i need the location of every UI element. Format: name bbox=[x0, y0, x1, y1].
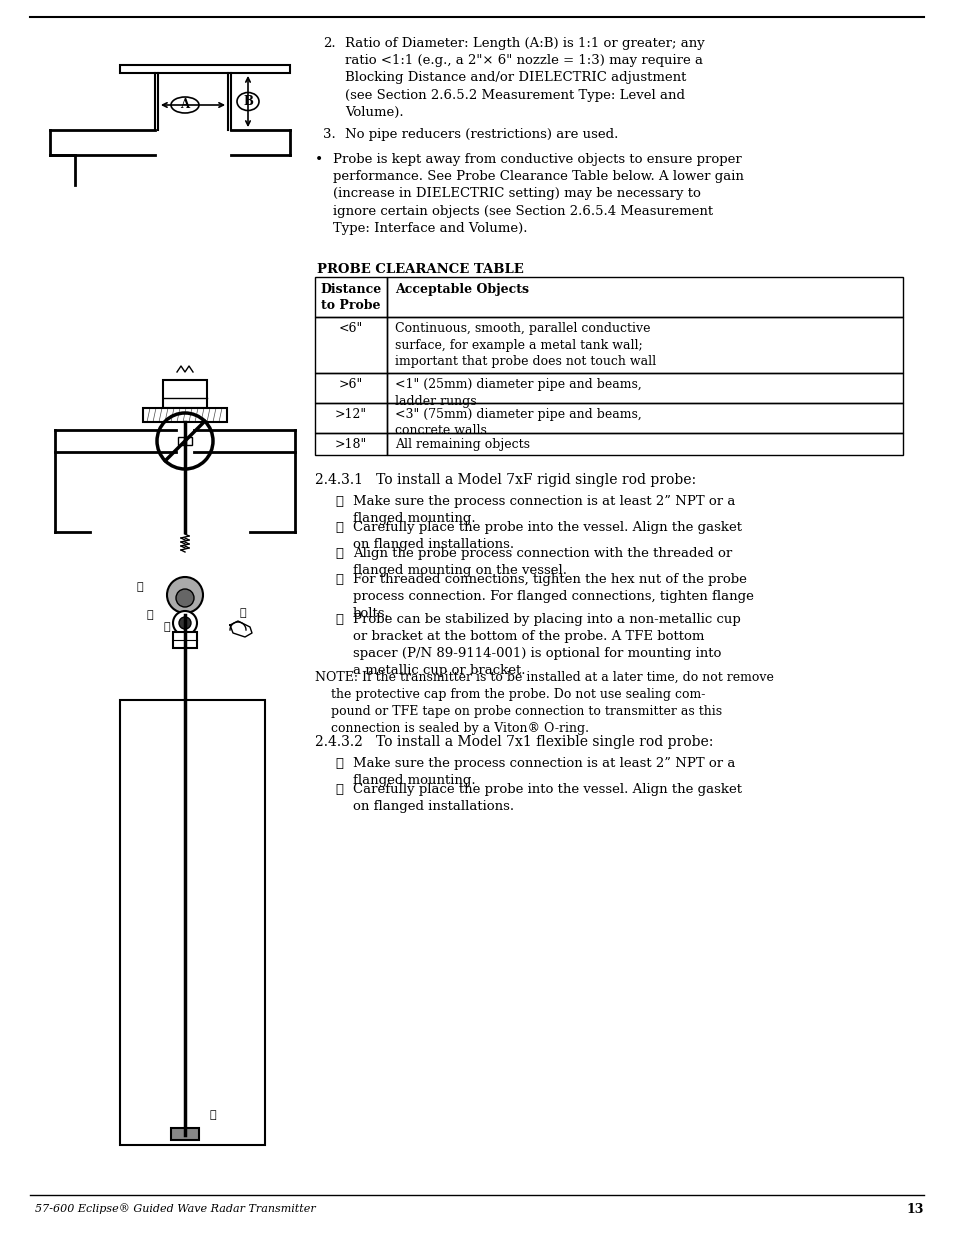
Text: Align the probe process connection with the threaded or
flanged mounting on the : Align the probe process connection with … bbox=[353, 547, 732, 577]
Bar bbox=[387, 277, 902, 317]
Circle shape bbox=[179, 618, 191, 629]
Bar bbox=[314, 433, 387, 454]
Circle shape bbox=[175, 589, 193, 606]
Bar bbox=[314, 403, 387, 433]
Ellipse shape bbox=[171, 98, 199, 112]
Text: 2.: 2. bbox=[323, 37, 335, 49]
Bar bbox=[163, 380, 207, 408]
Text: ⑤: ⑤ bbox=[335, 613, 343, 626]
Text: ①: ① bbox=[335, 495, 343, 508]
Bar bbox=[172, 632, 196, 648]
Text: Make sure the process connection is at least 2” NPT or a
flanged mounting.: Make sure the process connection is at l… bbox=[353, 757, 735, 787]
Text: ①: ① bbox=[335, 757, 343, 769]
Text: All remaining objects: All remaining objects bbox=[395, 438, 530, 451]
Text: NOTE: If the transmitter is to be installed at a later time, do not remove
    t: NOTE: If the transmitter is to be instal… bbox=[314, 671, 773, 735]
Text: 2.4.3.2   To install a Model 7x1 flexible single rod probe:: 2.4.3.2 To install a Model 7x1 flexible … bbox=[314, 735, 713, 748]
Bar bbox=[171, 1128, 199, 1140]
Text: <3" (75mm) diameter pipe and beams,
concrete walls: <3" (75mm) diameter pipe and beams, conc… bbox=[395, 408, 641, 437]
Text: 13: 13 bbox=[905, 1203, 923, 1216]
Text: Ratio of Diameter: Length (A:B) is 1:1 or greater; any
ratio <1:1 (e.g., a 2"× 6: Ratio of Diameter: Length (A:B) is 1:1 o… bbox=[345, 37, 704, 119]
Text: Carefully place the probe into the vessel. Align the gasket
on flanged installat: Carefully place the probe into the vesse… bbox=[353, 521, 741, 551]
Text: Probe can be stabilized by placing into a non-metallic cup
or bracket at the bot: Probe can be stabilized by placing into … bbox=[353, 613, 740, 677]
Bar bbox=[314, 373, 387, 403]
Bar bbox=[178, 437, 184, 445]
Bar bbox=[387, 317, 902, 373]
Text: No pipe reducers (restrictions) are used.: No pipe reducers (restrictions) are used… bbox=[345, 128, 618, 141]
Circle shape bbox=[167, 577, 203, 613]
Bar bbox=[120, 700, 265, 1145]
Bar bbox=[387, 403, 902, 433]
Bar bbox=[186, 437, 192, 445]
Text: Probe is kept away from conductive objects to ensure proper
performance. See Pro: Probe is kept away from conductive objec… bbox=[333, 153, 743, 235]
Text: 2.4.3.1   To install a Model 7xF rigid single rod probe:: 2.4.3.1 To install a Model 7xF rigid sin… bbox=[314, 473, 696, 487]
Text: For threaded connections, tighten the hex nut of the probe
process connection. F: For threaded connections, tighten the he… bbox=[353, 573, 753, 620]
Bar bbox=[120, 65, 290, 73]
Text: >12": >12" bbox=[335, 408, 367, 421]
Text: Make sure the process connection is at least 2” NPT or a
flanged mounting.: Make sure the process connection is at l… bbox=[353, 495, 735, 525]
Text: ②: ② bbox=[147, 610, 153, 620]
Text: 57-600 Eclipse® Guided Wave Radar Transmitter: 57-600 Eclipse® Guided Wave Radar Transm… bbox=[35, 1203, 315, 1214]
Text: PROBE CLEARANCE TABLE: PROBE CLEARANCE TABLE bbox=[316, 263, 523, 275]
Text: >18": >18" bbox=[335, 438, 367, 451]
Text: 3.: 3. bbox=[323, 128, 335, 141]
Bar bbox=[387, 433, 902, 454]
Text: ③: ③ bbox=[335, 547, 343, 559]
Text: Distance
to Probe: Distance to Probe bbox=[320, 283, 381, 312]
Text: <1" (25mm) diameter pipe and beams,
ladder rungs: <1" (25mm) diameter pipe and beams, ladd… bbox=[395, 378, 641, 408]
Text: ②: ② bbox=[335, 521, 343, 534]
Text: Acceptable Objects: Acceptable Objects bbox=[395, 283, 529, 296]
Text: >6": >6" bbox=[338, 378, 363, 391]
Text: Carefully place the probe into the vessel. Align the gasket
on flanged installat: Carefully place the probe into the vesse… bbox=[353, 783, 741, 813]
Text: ③: ③ bbox=[164, 622, 171, 632]
Text: <6": <6" bbox=[338, 322, 363, 335]
Bar bbox=[314, 317, 387, 373]
Circle shape bbox=[172, 611, 196, 635]
Text: Continuous, smooth, parallel conductive
surface, for example a metal tank wall;
: Continuous, smooth, parallel conductive … bbox=[395, 322, 656, 368]
Bar bbox=[314, 277, 387, 317]
Text: ④: ④ bbox=[239, 608, 246, 618]
Text: ⑤: ⑤ bbox=[210, 1110, 216, 1120]
Text: B: B bbox=[243, 95, 253, 107]
Text: •: • bbox=[314, 153, 323, 167]
Text: ①: ① bbox=[136, 582, 143, 592]
Text: ②: ② bbox=[335, 783, 343, 797]
Bar bbox=[143, 408, 227, 422]
Bar bbox=[387, 373, 902, 403]
Ellipse shape bbox=[236, 93, 258, 110]
Text: A: A bbox=[180, 99, 190, 111]
Text: ④: ④ bbox=[335, 573, 343, 585]
